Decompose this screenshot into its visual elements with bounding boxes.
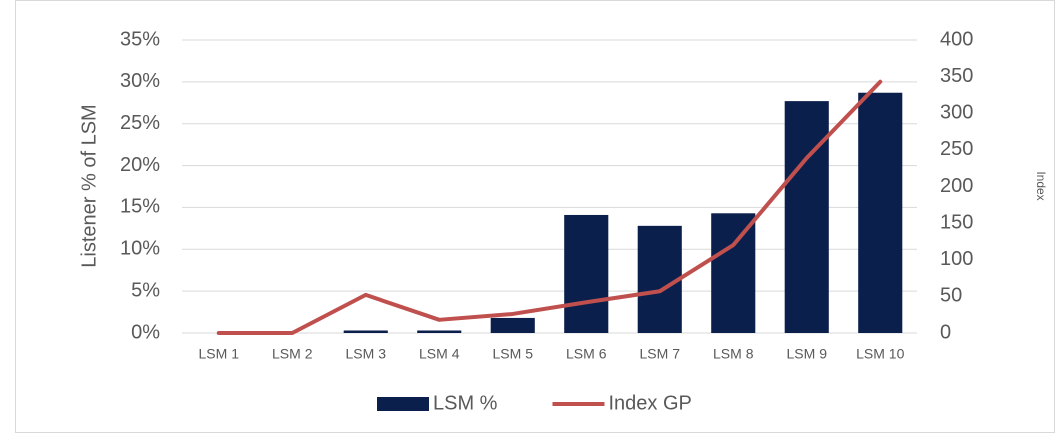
legend-swatch [377,397,429,411]
bar [417,330,462,333]
y-tick-label: 35% [120,28,160,50]
y2-tick-label: 100 [940,248,973,270]
legend-label: LSM % [433,392,498,414]
y-tick-label: 25% [120,112,160,134]
y-axis-title: Listener % of LSM [78,104,100,267]
y2-tick-label: 350 [940,65,973,87]
y-tick-label: 15% [120,196,160,218]
x-tick-label: LSM 7 [640,346,681,362]
x-tick-label: LSM 8 [713,346,754,362]
y2-tick-label: 300 [940,102,973,124]
y-tick-label: 30% [120,70,160,92]
y-tick-label: 10% [120,238,160,260]
y-tick-label: 0% [131,321,160,343]
bar [564,214,609,333]
line [216,79,883,335]
x-tick-label: LSM 9 [787,346,828,362]
bar [858,92,903,334]
y2-tick-label: 50 [940,285,962,307]
y2-tick-label: 0 [940,321,951,343]
x-tick-label: LSM 1 [199,346,240,362]
bar [343,330,388,333]
y-tick-label: 5% [131,279,160,301]
bar [637,225,682,333]
y-tick-label: 20% [120,154,160,176]
x-tick-label: LSM 3 [346,346,387,362]
y2-tick-label: 250 [940,138,973,160]
x-tick-label: LSM 4 [419,346,460,362]
y2-axis-title: Index [1034,171,1048,200]
x-tick-label: LSM 10 [856,346,904,362]
y2-tick-label: 400 [940,28,973,50]
x-tick-label: LSM 6 [566,346,607,362]
legend-label: Index GP [608,392,691,414]
x-tick-label: LSM 2 [272,346,313,362]
bar [711,213,756,333]
y2-tick-label: 150 [940,211,973,233]
bar [490,317,535,333]
bar [784,101,829,334]
x-tick-label: LSM 5 [493,346,534,362]
y2-tick-label: 200 [940,175,973,197]
